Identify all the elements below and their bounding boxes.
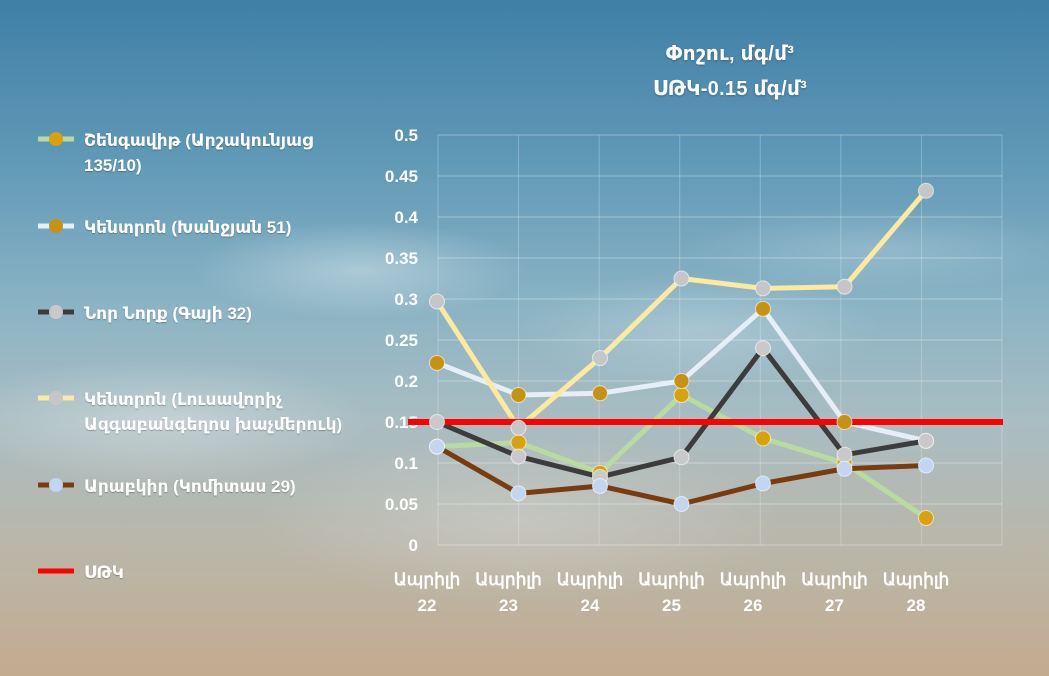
data-point-arabkir	[510, 485, 527, 502]
legend-dot-kentron-khanjyan	[49, 219, 63, 233]
data-point-shengavit	[918, 509, 934, 526]
series-points	[429, 182, 934, 526]
data-point-arabkir	[673, 496, 690, 512]
x-tick-label-month: Ապրիլի	[394, 570, 461, 589]
series-lines	[408, 188, 1003, 521]
x-tick-label-day: 24	[581, 596, 600, 615]
y-axis-ticks: 0 0.05 0.1 0.15 0.2 0.25 0.3 0.35 0.4 0.45 0.5	[385, 126, 419, 555]
data-point-shengavit	[510, 434, 527, 451]
chart-grid	[437, 134, 1003, 546]
x-tick-label-day: 25	[662, 596, 681, 615]
x-tick-label-month: Ապրիլի	[475, 570, 542, 589]
y-tick-label: 0.3	[394, 290, 418, 309]
data-point-kentron-lusavorich	[755, 280, 771, 297]
legend-label-kentron-khanjyan: Կենտրոն (Խանջյան 51)	[84, 218, 292, 237]
data-point-arabkir	[429, 438, 445, 455]
data-point-kentron-lusavorich	[429, 293, 445, 310]
x-tick-label: Ապրիլի 28	[883, 570, 950, 615]
legend-label-stk: ՍԹԿ	[84, 563, 124, 582]
data-point-kentron-khanjyan	[836, 414, 853, 430]
data-point-nor-nork	[836, 446, 853, 463]
data-point-arabkir	[592, 477, 608, 494]
legend-marker-shengavit	[38, 132, 74, 146]
x-tick-label-day: 22	[418, 596, 437, 615]
y-tick-label: 0.15	[385, 413, 418, 432]
data-point-kentron-khanjyan	[673, 373, 690, 389]
x-tick-label: Ապրիլի 23	[475, 570, 542, 615]
legend-dot-arabkir	[49, 478, 63, 492]
legend-label-nor-nork: Նոր Նորք (Գայի 32)	[84, 304, 252, 323]
y-tick-label: 0.45	[385, 167, 418, 186]
x-tick-label-month: Ապրիլի	[801, 570, 868, 589]
legend-marker-stk	[38, 568, 74, 574]
data-point-kentron-lusavorich	[836, 278, 853, 295]
x-tick-label: Ապրիլի 25	[638, 570, 705, 615]
y-tick-label: 0.25	[385, 331, 418, 350]
data-point-nor-nork	[755, 340, 771, 357]
x-tick-label-day: 27	[825, 596, 844, 615]
data-point-arabkir	[836, 460, 853, 477]
chart-title: Փոշու, մգ/մ³	[665, 43, 795, 65]
y-tick-label: 0.2	[394, 372, 418, 391]
y-tick-label: 0.5	[394, 126, 418, 145]
data-point-kentron-khanjyan	[755, 300, 771, 317]
x-tick-label-month: Ապրիլի	[557, 570, 624, 589]
data-point-arabkir	[755, 475, 771, 492]
x-tick-label-month: Ապրիլի	[720, 570, 787, 589]
legend-marker-kentron-lusavorich	[38, 391, 74, 405]
legend-label-kentron-lusavorich: Կենտրոն (Լուսավորիչ Ազգաբանգեղոս խաչմերո…	[84, 390, 343, 434]
x-tick-label-day: 23	[499, 596, 518, 615]
x-tick-label-month: Ապրիլի	[883, 570, 950, 589]
data-point-nor-nork	[673, 449, 690, 466]
x-axis-ticks: Ապրիլի 22 Ապրիլի 23 Ապրիլի 24 Ապրիլի 25 Ապրիլի 26…	[394, 570, 950, 615]
data-point-nor-nork	[429, 414, 445, 430]
legend-label-arabkir: Արաբկիր (Կոմիտաս 29)	[84, 477, 296, 496]
legend-dot-shengavit	[49, 132, 63, 146]
data-point-shengavit	[673, 386, 690, 403]
y-tick-label: 0.4	[394, 208, 418, 227]
x-tick-label-day: 26	[744, 596, 763, 615]
x-tick-label-month: Ապրիլի	[638, 570, 705, 589]
data-point-nor-nork	[918, 432, 934, 449]
data-point-kentron-khanjyan	[592, 385, 608, 402]
x-tick-label: Ապրիլի 24	[557, 570, 624, 615]
x-tick-label: Ապրիլի 26	[720, 570, 787, 615]
data-point-arabkir	[918, 457, 934, 474]
data-point-kentron-lusavorich	[592, 350, 608, 367]
chart-subtitle: ՍԹԿ-0.15 մգ/մ³	[652, 78, 808, 100]
x-tick-label: Ապրիլի 22	[394, 570, 461, 615]
legend-label-shengavit: Շենգավիթ (Արշակունյաց 135/10)	[84, 131, 313, 175]
legend-marker-nor-nork	[38, 305, 74, 319]
data-point-kentron-lusavorich	[510, 419, 527, 436]
data-point-kentron-lusavorich	[673, 270, 690, 287]
x-tick-label: Ապրիլի 27	[801, 570, 868, 615]
y-tick-label: 0.35	[385, 249, 418, 268]
data-point-kentron-lusavorich	[918, 182, 934, 199]
legend-dot-kentron-lusavorich	[49, 391, 63, 405]
x-tick-label-day: 28	[907, 596, 926, 615]
y-tick-label: 0.1	[394, 454, 418, 473]
y-tick-label: 0	[409, 536, 418, 555]
data-point-shengavit	[755, 430, 771, 447]
data-point-kentron-khanjyan	[429, 354, 445, 371]
y-tick-label: 0.05	[385, 495, 418, 514]
data-point-kentron-khanjyan	[510, 386, 527, 403]
legend-marker-arabkir	[38, 478, 74, 492]
legend-dot-nor-nork	[49, 305, 63, 319]
data-point-nor-nork	[510, 448, 527, 465]
legend-marker-kentron-khanjyan	[38, 219, 74, 233]
